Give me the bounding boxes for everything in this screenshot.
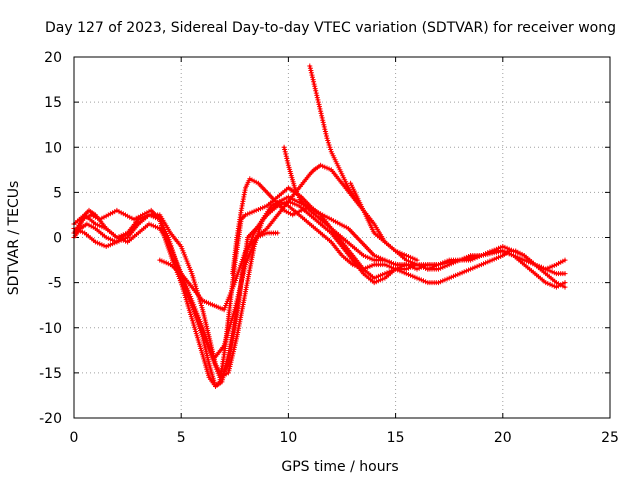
series-line [283, 146, 567, 271]
plus-marker [157, 230, 281, 313]
y-tick-label: -20 [39, 411, 62, 427]
x-tick-label: 5 [177, 430, 186, 446]
plus-marker [71, 198, 441, 380]
series-trace-10 [157, 230, 281, 313]
series-line [72, 200, 567, 388]
x-tick-label: 10 [279, 430, 297, 446]
y-tick-label: -15 [39, 366, 62, 382]
plot-area [71, 63, 568, 389]
plus-marker [71, 162, 568, 362]
plot-frame [73, 56, 611, 419]
y-tick-label: 20 [44, 50, 62, 66]
series-line [349, 182, 419, 262]
series-trace-6 [281, 144, 568, 272]
y-tick-label: 5 [53, 185, 62, 201]
plus-marker [307, 63, 360, 204]
series-trace-7 [307, 63, 360, 204]
series-trace-9 [230, 176, 313, 277]
y-tick-label: -5 [48, 276, 62, 292]
x-axis-label: GPS time / hours [281, 459, 398, 475]
series-trace-8 [348, 180, 420, 263]
series-trace-2 [71, 198, 441, 380]
x-tick-label: 25 [601, 430, 619, 446]
y-tick-label: 15 [44, 95, 62, 111]
axis-ticks: 0 5 10 15 20 25 -20 -15 -10 -5 0 5 10 15 20 [39, 50, 619, 446]
chart-title: Day 127 of 2023, Sidereal Day-to-day VTE… [45, 20, 616, 36]
x-tick-label: 0 [70, 430, 79, 446]
y-axis-label: SDTVAR / TECUs [6, 181, 22, 296]
y-tick-label: 10 [44, 140, 62, 156]
plus-marker [348, 180, 420, 263]
plus-marker [230, 176, 313, 277]
plus-marker [281, 144, 568, 272]
x-tick-label: 20 [494, 430, 512, 446]
y-tick-label: -10 [39, 321, 62, 337]
series-line [72, 164, 567, 361]
series-trace-3 [71, 162, 568, 362]
y-tick-label: 0 [53, 231, 62, 247]
x-tick-label: 15 [387, 430, 405, 446]
